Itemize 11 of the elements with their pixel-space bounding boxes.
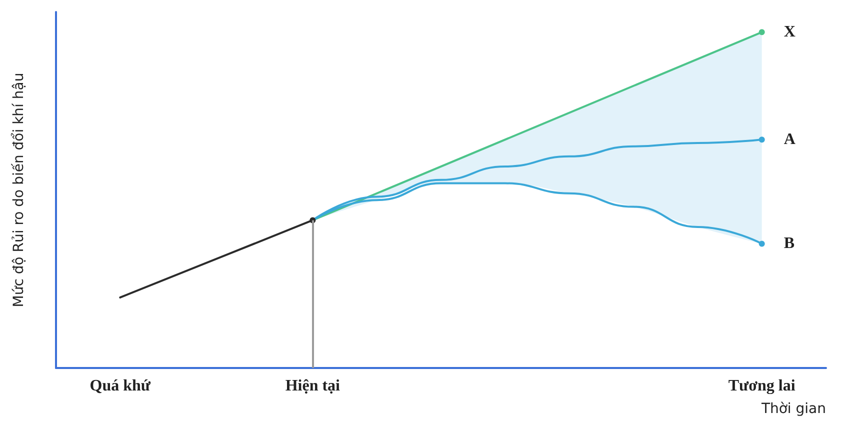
- point: [758, 136, 765, 143]
- point: [758, 29, 765, 36]
- point: [758, 240, 765, 247]
- series-label: B: [784, 235, 795, 252]
- series-label: A: [784, 131, 796, 148]
- x-tick-label: Tương lai: [728, 378, 796, 394]
- x-axis-title: Thời gian: [760, 401, 826, 417]
- x-tick-label: Hiện tại: [285, 378, 341, 394]
- series-label: X: [784, 24, 796, 41]
- y-axis-title: Mức độ Rủi ro do biến đổi khí hậu: [10, 72, 27, 308]
- x-tick-label: Quá khứ: [90, 378, 151, 394]
